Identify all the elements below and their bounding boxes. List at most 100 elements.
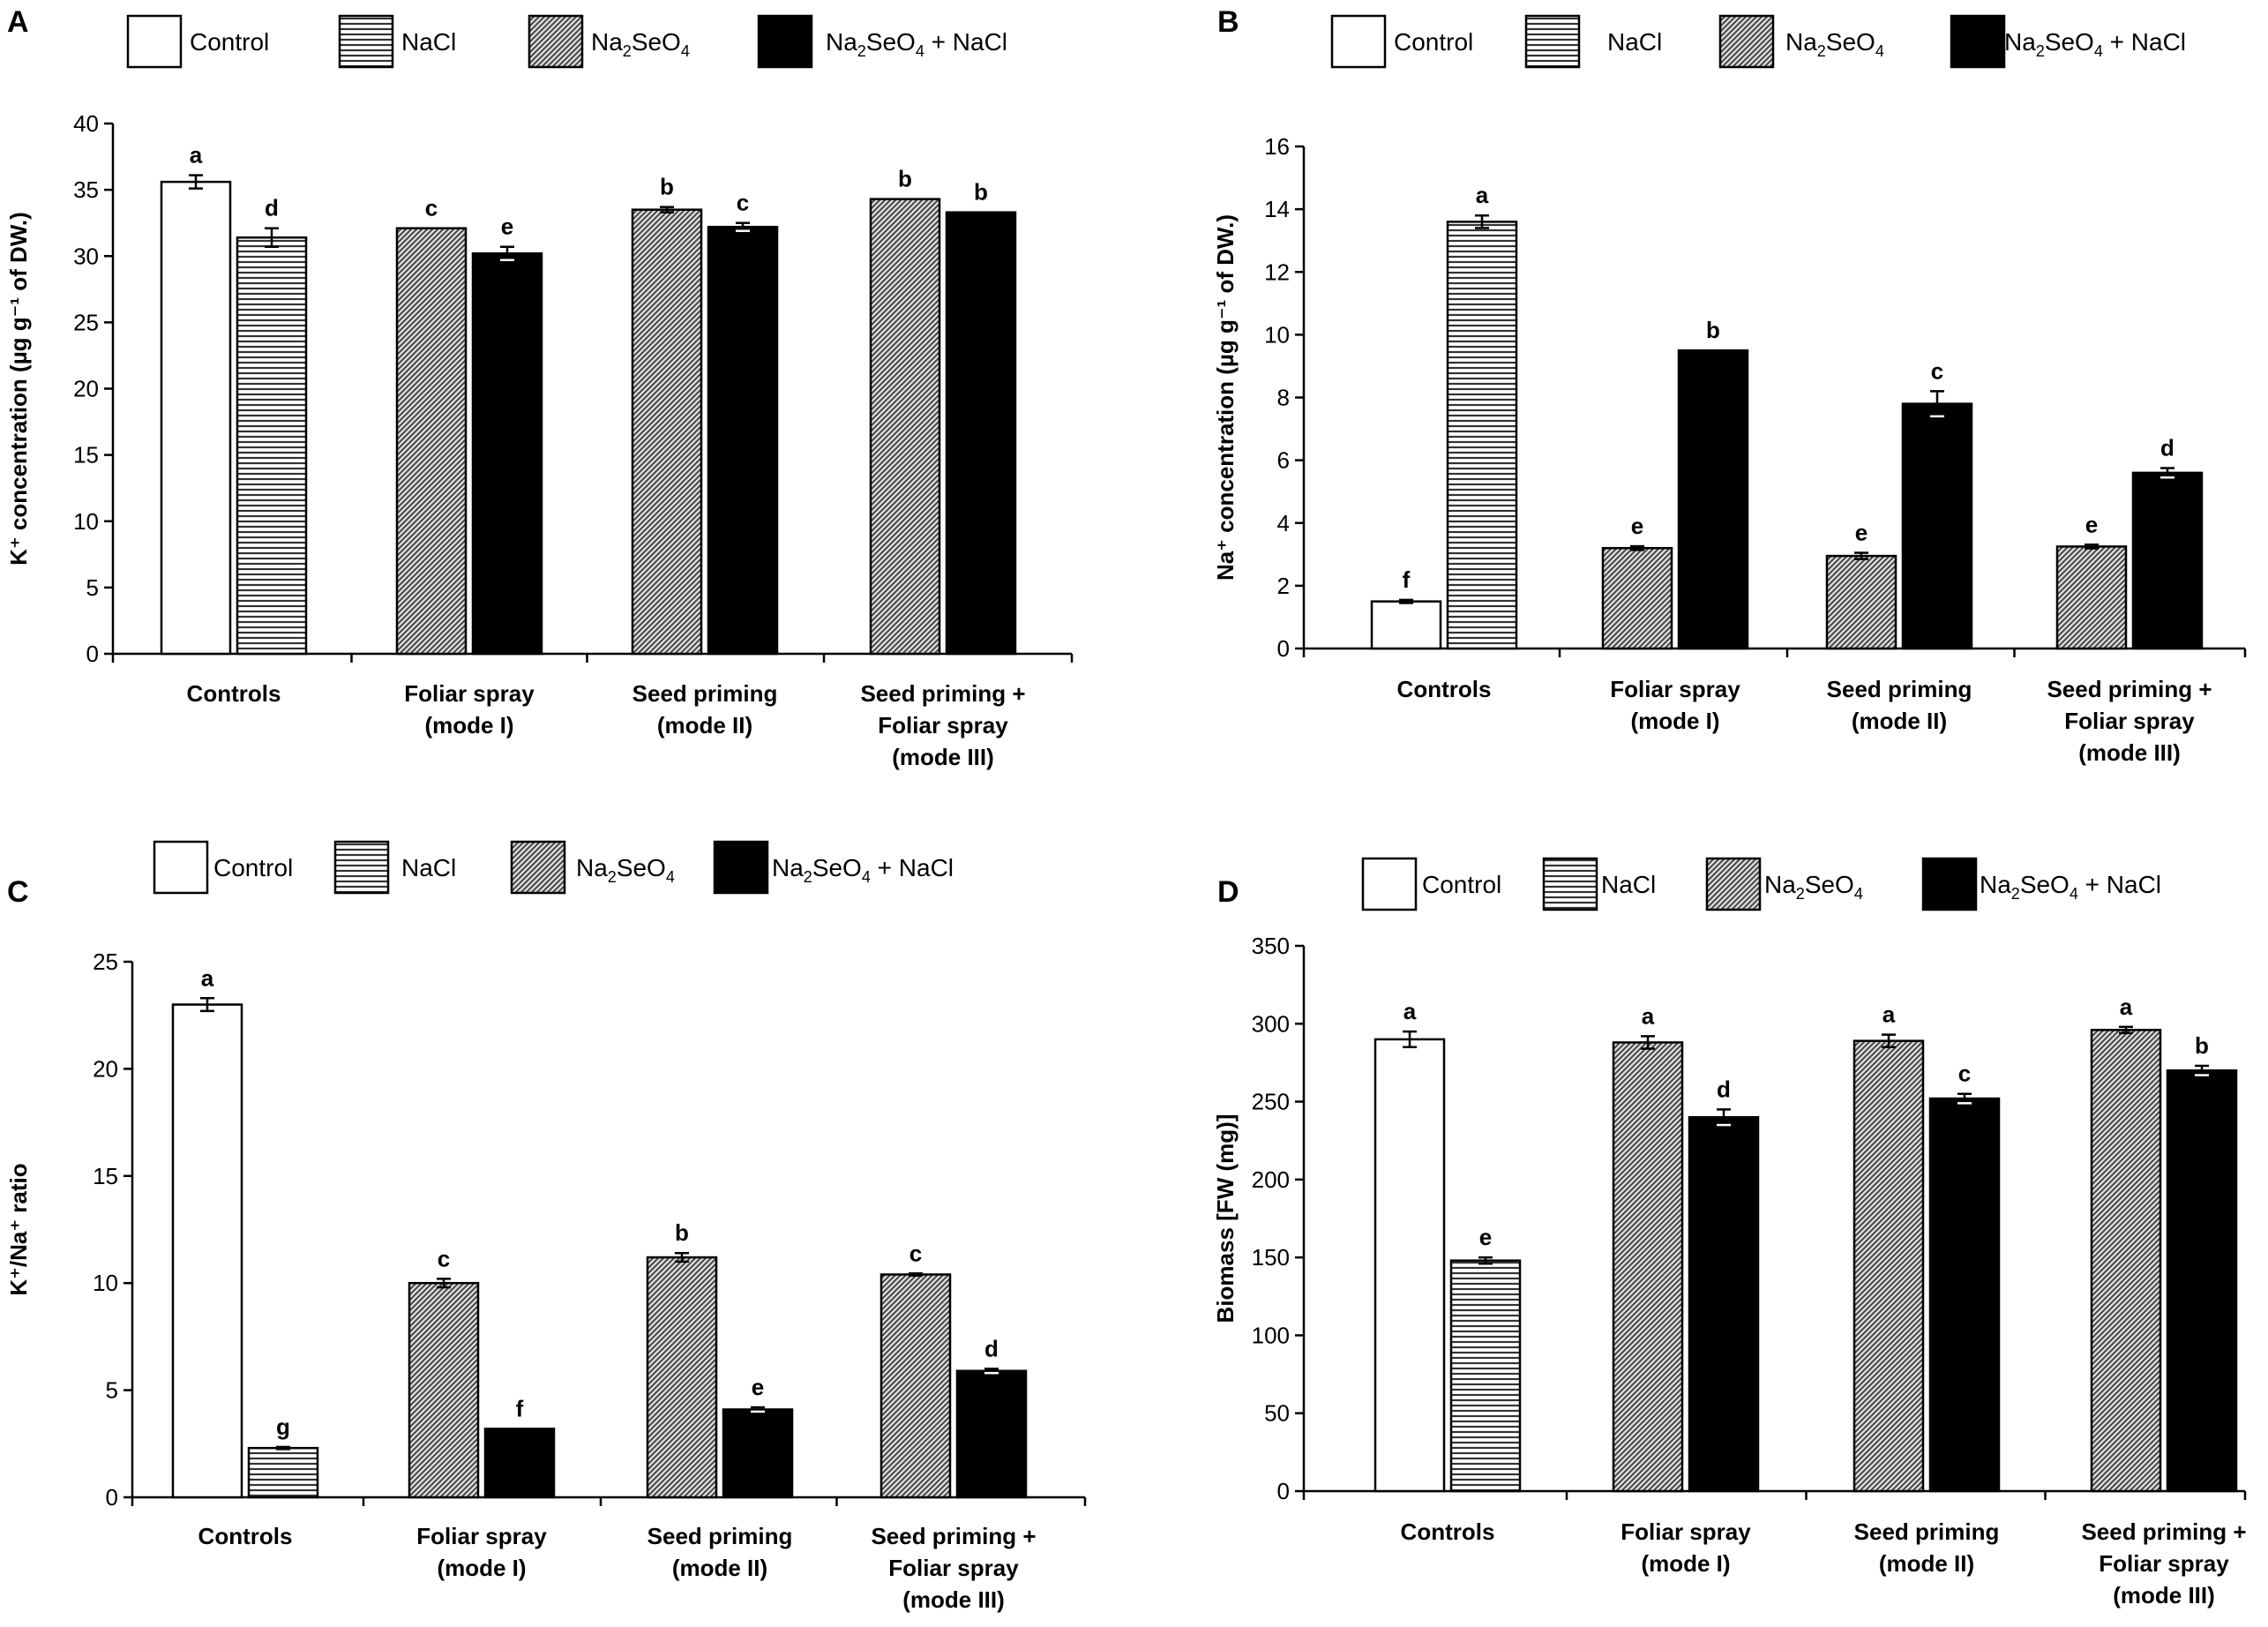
legend-label-combined: Na2SeO4 + NaCl <box>772 854 954 886</box>
panel-label-d: D <box>1217 875 1239 909</box>
legend-label-nacl: NaCl <box>401 28 456 56</box>
significance-letter-a: b <box>974 179 988 206</box>
y-tick-label-b: 6 <box>1277 447 1290 474</box>
y-tick-label-a: 40 <box>73 110 99 137</box>
significance-letter-d: c <box>1958 1061 1971 1087</box>
bar-c-3-combined <box>955 1369 1028 1499</box>
bar-d-2-naseo4 <box>1853 1039 1925 1493</box>
bar-b-2-naseo4 <box>1825 554 1897 650</box>
legend-swatch-nacl <box>338 14 394 69</box>
bar-b-3-combined <box>2131 471 2204 650</box>
legend-item-control: Control <box>1330 14 1473 69</box>
y-tick-label-c: 10 <box>93 1270 118 1296</box>
significance-letter-c: g <box>276 1413 290 1440</box>
y-tick-label-b: 0 <box>1277 635 1290 662</box>
bar-a-0-control <box>160 180 232 656</box>
y-tick-label-a: 15 <box>73 442 99 469</box>
legend-item-nacl: NaCl <box>333 840 456 895</box>
legend-item-combined: Na2SeO4 + NaCl <box>1921 857 2161 911</box>
legend-swatch-naseo4 <box>510 840 566 895</box>
y-tick-label-d: 350 <box>1252 933 1290 959</box>
legend-label-nacl: NaCl <box>1601 871 1656 898</box>
y-tick-label-c: 25 <box>93 948 118 975</box>
x-category-label-a: Seed priming + Foliar spray (mode III) <box>860 680 1025 770</box>
y-tick-label-d: 150 <box>1252 1244 1290 1271</box>
bar-c-2-naseo4 <box>646 1256 718 1499</box>
y-axis-label-c: K⁺/Na⁺ ratio <box>5 1163 32 1295</box>
y-tick-label-d: 300 <box>1252 1010 1290 1037</box>
bar-a-1-combined <box>471 251 543 656</box>
legend-label-control: Control <box>1394 28 1473 56</box>
bar-a-3-combined <box>945 211 1017 656</box>
x-category-label-a: Foliar spray (mode I) <box>404 680 535 739</box>
x-category-label-b: Seed priming (mode II) <box>1827 676 1972 734</box>
legend-swatch-naseo4 <box>528 14 584 69</box>
y-axis-label-b: Na⁺ concentration (µg g⁻¹ of DW.) <box>1212 214 1239 581</box>
legend-label-control: Control <box>190 28 269 56</box>
legend-label-naseo4: Na2SeO4 <box>576 854 675 886</box>
significance-letter-d: a <box>1883 1001 1896 1028</box>
significance-letter-b: e <box>2085 511 2098 537</box>
legend-item-naseo4: Na2SeO4 <box>1705 857 1863 911</box>
bar-c-2-combined <box>722 1408 794 1499</box>
bar-d-0-control <box>1374 1038 1446 1493</box>
legend-item-nacl: NaCl <box>338 14 456 69</box>
bar-b-0-control <box>1370 600 1442 650</box>
y-tick-label-b: 2 <box>1277 573 1290 599</box>
significance-letter-c: d <box>984 1335 999 1361</box>
significance-letter-a: e <box>501 214 513 240</box>
y-tick-label-c: 15 <box>93 1163 118 1189</box>
x-category-label-b: Seed priming + Foliar spray (mode III) <box>2047 676 2212 766</box>
legend-label-nacl: NaCl <box>401 854 456 881</box>
legend-label-combined: Na2SeO4 + NaCl <box>1980 871 2161 903</box>
y-axis-label-a: K⁺ concentration (µg g⁻¹ of DW.) <box>5 212 32 566</box>
bar-b-2-combined <box>1901 402 1973 650</box>
legend-label-control: Control <box>1422 871 1501 898</box>
significance-letter-b: e <box>1631 513 1643 539</box>
panel-label-c: C <box>7 875 29 909</box>
significance-letter-c: c <box>438 1245 450 1271</box>
y-tick-label-d: 200 <box>1252 1166 1290 1193</box>
legend-label-naseo4: Na2SeO4 <box>1785 28 1884 60</box>
bar-c-0-nacl <box>247 1446 319 1499</box>
legend-swatch-combined <box>1921 857 1978 911</box>
y-tick-label-a: 20 <box>73 376 99 402</box>
bar-a-1-naseo4 <box>395 227 468 656</box>
legend-item-control: Control <box>1361 857 1501 911</box>
significance-letter-c: b <box>675 1219 689 1246</box>
legend-label-control: Control <box>213 854 293 881</box>
significance-letter-a: c <box>737 190 749 216</box>
chart-panel-d: Control NaCl Na2SeO4 Na2SeO4 + NaCl 0 50 100 15… <box>1212 857 2247 1608</box>
legend-label-nacl: NaCl <box>1607 28 1662 56</box>
y-tick-label-d: 100 <box>1252 1322 1290 1348</box>
legend-item-combined: Na2SeO4 + NaCl <box>757 14 1007 69</box>
y-tick-label-a: 35 <box>73 176 99 203</box>
legend-label-naseo4: Na2SeO4 <box>1764 871 1863 903</box>
y-tick-label-a: 25 <box>73 309 99 335</box>
significance-letter-b: d <box>2160 435 2174 461</box>
y-tick-label-d: 0 <box>1277 1478 1290 1504</box>
significance-letter-d: a <box>1403 998 1417 1024</box>
y-tick-label-b: 16 <box>1264 133 1290 160</box>
y-tick-label-b: 10 <box>1264 321 1290 348</box>
y-tick-label-d: 250 <box>1252 1089 1290 1115</box>
legend-swatch-control <box>1361 857 1418 911</box>
bar-a-2-combined <box>707 225 779 656</box>
significance-letter-d: b <box>2195 1032 2209 1059</box>
bar-d-3-combined <box>2166 1069 2238 1493</box>
y-tick-label-c: 5 <box>106 1377 118 1404</box>
legend-swatch-naseo4 <box>1718 14 1775 69</box>
y-axis-label-d: Biomass [FW (mg)] <box>1212 1114 1239 1323</box>
legend-swatch-combined <box>1950 14 2006 69</box>
significance-letter-b: a <box>1476 182 1489 208</box>
x-category-label-c: Controls <box>198 1523 293 1549</box>
significance-letter-b: e <box>1855 520 1868 546</box>
bar-b-1-naseo4 <box>1601 546 1673 650</box>
x-category-label-b: Controls <box>1397 676 1492 702</box>
chart-panel-c: Control NaCl Na2SeO4 Na2SeO4 + NaCl 0 5 10 15 20… <box>5 840 1087 1613</box>
panel-label-b: B <box>1217 5 1239 39</box>
significance-letter-d: a <box>2120 993 2133 1020</box>
significance-letter-c: e <box>752 1374 764 1400</box>
legend-item-naseo4: Na2SeO4 <box>510 840 675 895</box>
